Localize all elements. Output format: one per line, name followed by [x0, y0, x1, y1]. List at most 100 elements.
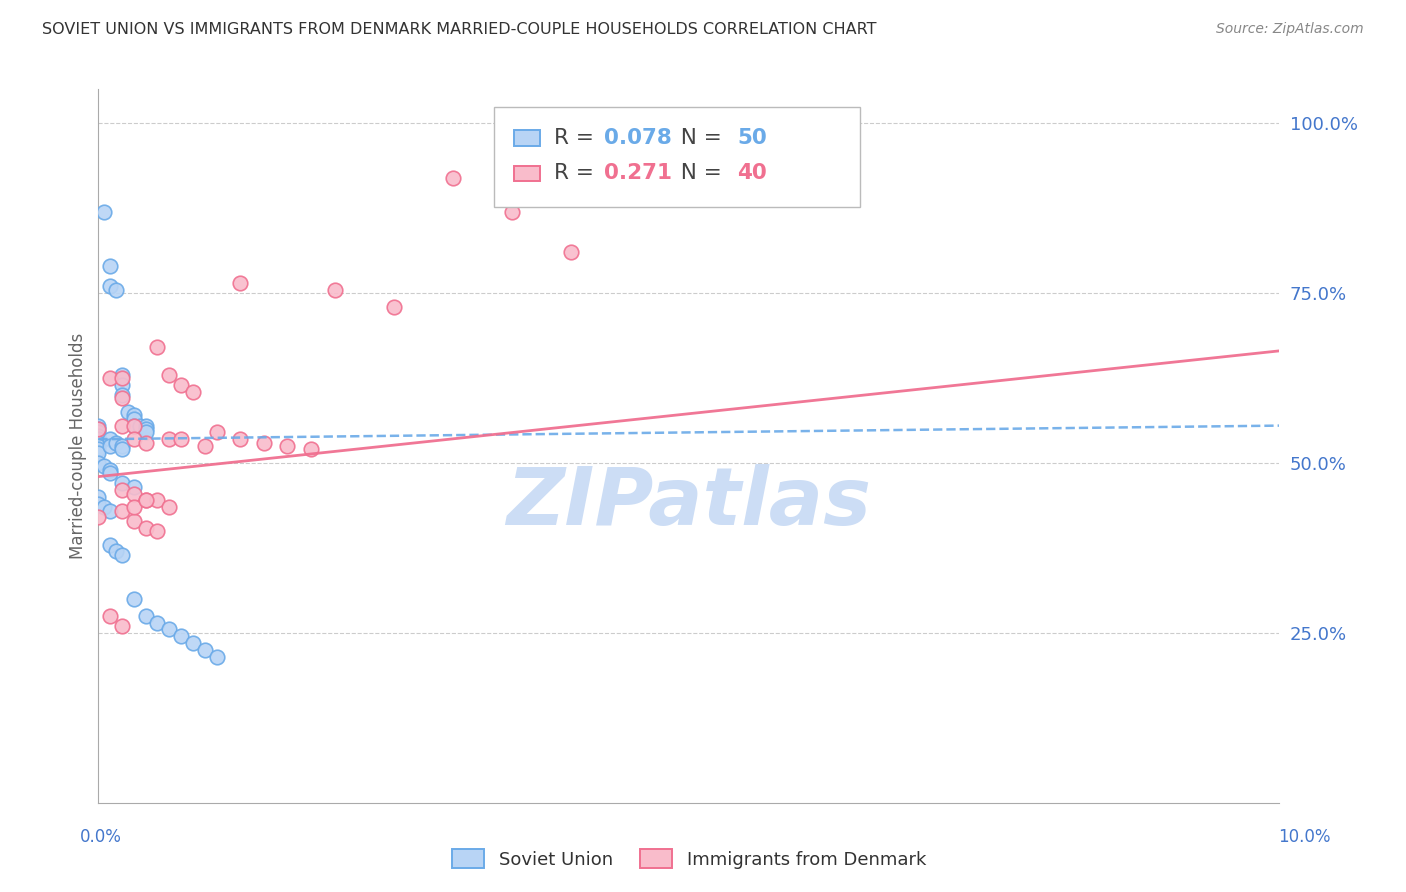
- Point: [111, 371, 134, 385]
- Point: [122, 480, 145, 494]
- Text: Source: ZipAtlas.com: Source: ZipAtlas.com: [1216, 22, 1364, 37]
- Point: [93, 204, 115, 219]
- Point: [87, 446, 110, 460]
- Point: [146, 341, 169, 355]
- Point: [87, 422, 110, 436]
- Point: [135, 418, 157, 433]
- Point: [105, 544, 128, 558]
- Point: [87, 418, 110, 433]
- Point: [128, 418, 150, 433]
- Point: [181, 636, 204, 650]
- Text: 0.271: 0.271: [605, 163, 672, 184]
- Point: [87, 432, 110, 446]
- Point: [87, 510, 110, 524]
- Point: [382, 300, 405, 314]
- Point: [93, 500, 115, 515]
- Point: [157, 432, 180, 446]
- Text: N =: N =: [666, 128, 728, 148]
- Point: [87, 439, 110, 453]
- Text: ZIPatlas: ZIPatlas: [506, 464, 872, 542]
- Point: [111, 442, 134, 457]
- Point: [122, 418, 145, 433]
- Text: N =: N =: [666, 163, 728, 184]
- Point: [135, 493, 157, 508]
- Point: [111, 388, 134, 402]
- Point: [117, 405, 139, 419]
- Point: [98, 503, 121, 517]
- Point: [122, 432, 145, 446]
- Point: [122, 514, 145, 528]
- Point: [98, 439, 121, 453]
- Point: [87, 456, 110, 470]
- Point: [111, 503, 134, 517]
- Point: [135, 520, 157, 534]
- Point: [181, 384, 204, 399]
- Point: [229, 432, 252, 446]
- Point: [87, 429, 110, 443]
- Point: [111, 619, 134, 633]
- Point: [122, 500, 145, 515]
- FancyBboxPatch shape: [515, 166, 540, 181]
- Point: [146, 524, 169, 538]
- Point: [111, 418, 134, 433]
- Point: [98, 463, 121, 477]
- Point: [98, 432, 121, 446]
- Point: [560, 245, 582, 260]
- Point: [146, 615, 169, 630]
- Point: [111, 377, 134, 392]
- Point: [194, 643, 217, 657]
- Point: [122, 486, 145, 500]
- Point: [111, 439, 134, 453]
- Point: [170, 432, 193, 446]
- Point: [98, 466, 121, 480]
- Point: [157, 500, 180, 515]
- Point: [146, 493, 169, 508]
- Point: [135, 425, 157, 440]
- Text: 0.078: 0.078: [605, 128, 672, 148]
- Point: [157, 623, 180, 637]
- Text: SOVIET UNION VS IMMIGRANTS FROM DENMARK MARRIED-COUPLE HOUSEHOLDS CORRELATION CH: SOVIET UNION VS IMMIGRANTS FROM DENMARK …: [42, 22, 877, 37]
- Point: [205, 425, 228, 440]
- Point: [501, 204, 523, 219]
- Point: [135, 435, 157, 450]
- Point: [105, 283, 128, 297]
- FancyBboxPatch shape: [515, 130, 540, 145]
- Point: [111, 476, 134, 491]
- Point: [98, 279, 121, 293]
- Point: [170, 629, 193, 643]
- Point: [111, 368, 134, 382]
- Point: [98, 371, 121, 385]
- Point: [105, 435, 128, 450]
- Y-axis label: Married-couple Households: Married-couple Households: [69, 333, 87, 559]
- Point: [170, 377, 193, 392]
- Point: [253, 435, 276, 450]
- Point: [135, 608, 157, 623]
- Text: 10.0%: 10.0%: [1278, 828, 1331, 846]
- Point: [87, 435, 110, 450]
- Text: 50: 50: [737, 128, 768, 148]
- Point: [87, 425, 110, 440]
- Point: [205, 649, 228, 664]
- Point: [87, 490, 110, 504]
- Point: [122, 412, 145, 426]
- Point: [98, 608, 121, 623]
- Point: [135, 422, 157, 436]
- Legend: Soviet Union, Immigrants from Denmark: Soviet Union, Immigrants from Denmark: [444, 842, 934, 876]
- Point: [87, 497, 110, 511]
- Text: 40: 40: [737, 163, 768, 184]
- Point: [93, 459, 115, 474]
- Point: [135, 493, 157, 508]
- Point: [122, 591, 145, 606]
- Point: [323, 283, 346, 297]
- Point: [111, 392, 134, 406]
- Point: [111, 483, 134, 498]
- Point: [98, 537, 121, 551]
- FancyBboxPatch shape: [494, 107, 860, 207]
- Text: R =: R =: [554, 128, 600, 148]
- Point: [122, 418, 145, 433]
- Point: [299, 442, 322, 457]
- Point: [122, 409, 145, 423]
- Point: [98, 259, 121, 273]
- Point: [87, 442, 110, 457]
- Text: R =: R =: [554, 163, 600, 184]
